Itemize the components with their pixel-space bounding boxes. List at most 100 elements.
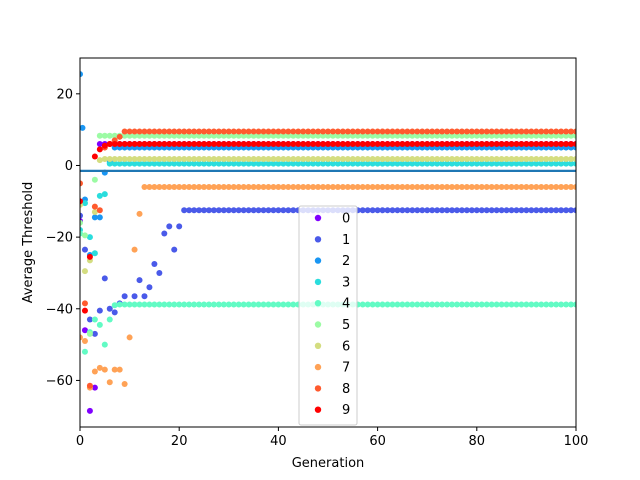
data-point — [543, 160, 550, 167]
data-point — [295, 128, 302, 135]
data-point — [364, 207, 371, 214]
data-point — [285, 140, 292, 147]
data-point — [146, 301, 153, 308]
data-point — [191, 207, 198, 214]
data-point — [315, 132, 322, 139]
data-point — [528, 183, 535, 190]
data-point — [444, 301, 451, 308]
data-point — [553, 156, 560, 163]
data-point — [156, 140, 163, 147]
data-point — [553, 301, 560, 308]
data-point — [106, 140, 113, 147]
data-point — [389, 128, 396, 135]
data-point — [399, 183, 406, 190]
data-point — [473, 183, 480, 190]
data-point — [458, 156, 465, 163]
data-point — [126, 156, 133, 163]
data-point — [508, 156, 515, 163]
data-point — [449, 156, 455, 163]
data-point — [191, 128, 198, 135]
data-point — [468, 207, 475, 214]
data-point — [265, 183, 272, 190]
data-point — [181, 156, 188, 163]
data-point — [434, 128, 441, 135]
data-point — [81, 300, 88, 307]
data-point — [369, 207, 376, 214]
data-point — [453, 160, 460, 167]
data-point — [285, 183, 292, 190]
data-point — [558, 128, 565, 135]
data-point — [548, 301, 555, 308]
data-point — [344, 132, 351, 139]
data-point — [196, 132, 203, 139]
data-point — [558, 140, 565, 147]
data-point — [315, 128, 322, 135]
data-point — [468, 140, 475, 147]
legend-item: 2 — [314, 254, 350, 269]
data-point — [493, 301, 500, 308]
data-point — [191, 301, 198, 308]
data-point — [359, 183, 366, 190]
data-point — [568, 183, 575, 190]
data-point — [449, 301, 455, 308]
y-tick-label: 0 — [65, 159, 73, 174]
data-point — [488, 128, 495, 135]
data-point — [96, 214, 103, 221]
data-point — [543, 301, 550, 308]
data-point — [250, 160, 257, 167]
data-point — [528, 156, 535, 163]
data-point — [280, 132, 287, 139]
data-point — [320, 140, 327, 147]
data-point — [513, 156, 520, 163]
data-point — [285, 132, 292, 139]
data-point — [439, 207, 446, 214]
data-point — [96, 364, 103, 371]
data-point — [91, 368, 98, 375]
data-point — [156, 183, 163, 190]
data-point — [320, 183, 327, 190]
data-point — [146, 284, 153, 291]
data-point — [523, 128, 530, 135]
data-point — [419, 128, 426, 135]
x-tick-label: 60 — [369, 434, 386, 449]
data-point — [404, 183, 411, 190]
legend-label: 6 — [342, 339, 350, 354]
data-point — [320, 160, 327, 167]
data-point — [533, 207, 540, 214]
data-point — [181, 207, 188, 214]
data-point — [518, 207, 525, 214]
data-point — [533, 301, 540, 308]
data-point — [91, 153, 98, 160]
data-point — [280, 156, 287, 163]
data-point — [404, 160, 411, 167]
data-point — [146, 160, 153, 167]
data-point — [106, 379, 113, 386]
data-point — [201, 132, 207, 139]
data-point — [409, 140, 416, 147]
data-point — [429, 301, 436, 308]
data-point — [473, 207, 480, 214]
data-point — [334, 128, 341, 135]
data-point — [463, 301, 470, 308]
data-point — [210, 160, 217, 167]
data-point — [215, 207, 222, 214]
data-point — [374, 128, 381, 135]
data-point — [305, 160, 312, 167]
data-point — [379, 207, 386, 214]
data-point — [449, 128, 455, 135]
data-point — [255, 156, 262, 163]
data-point — [265, 140, 272, 147]
x-tick-label: 20 — [171, 434, 188, 449]
data-point — [369, 183, 376, 190]
data-point — [275, 160, 282, 167]
data-point — [493, 160, 500, 167]
data-point — [424, 207, 431, 214]
data-point — [394, 207, 401, 214]
data-point — [151, 156, 158, 163]
data-point — [250, 132, 257, 139]
data-point — [176, 183, 183, 190]
data-point — [325, 156, 331, 163]
series-8-points — [80, 128, 576, 389]
data-point — [315, 160, 322, 167]
data-point — [81, 268, 88, 275]
